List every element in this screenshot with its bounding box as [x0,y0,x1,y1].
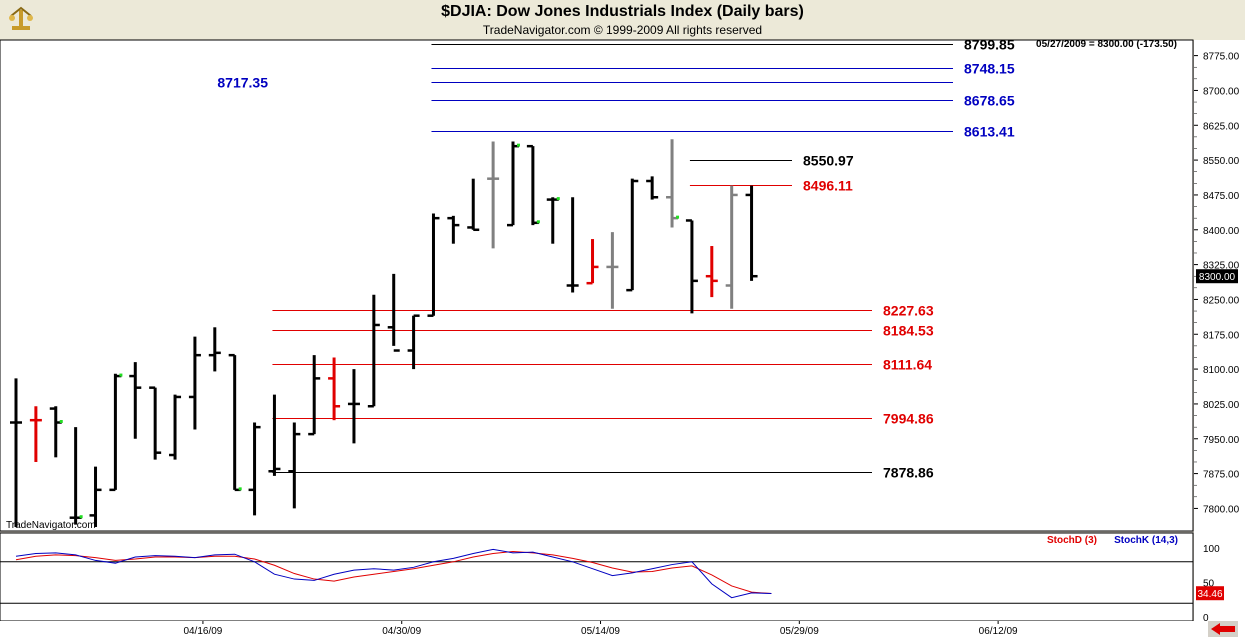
level-label: 8111.64 [883,357,932,373]
date-axis-label: 04/30/09 [382,626,421,637]
price-axis-label: 8550.00 [1203,156,1240,167]
scroll-left-arrow-icon[interactable] [1208,621,1238,637]
trade-navigator-logo-icon[interactable] [6,4,36,34]
price-axis-label: 7950.00 [1203,435,1240,446]
stochastic-legend: StochD (3) [1047,535,1097,546]
stochastic-panel [0,532,1194,622]
price-axis-label: 8700.00 [1203,86,1240,97]
stochastic-last-value: 34.46 [1197,589,1222,600]
price-axis-label: 8475.00 [1203,191,1240,202]
date-axis-label: 05/14/09 [581,626,620,637]
level-label: 8799.85 [964,37,1015,53]
price-axis-label: 8250.00 [1203,295,1240,306]
signal-dot [517,143,520,147]
watermark-text: TradeNavigator.com [6,520,96,531]
date-axis-label: 06/12/09 [979,626,1018,637]
level-label: 8717.35 [217,75,268,91]
price-axis-label: 8100.00 [1203,365,1240,376]
last-price-label: 8300.00 [1199,272,1236,283]
level-label: 8184.53 [883,323,934,339]
signal-dot [536,220,540,224]
level-label: 8613.41 [964,124,1015,140]
stochastic-axis-label: 50 [1203,579,1215,590]
stochastic-last-value-box [1196,586,1224,601]
level-label: 7878.86 [883,465,934,481]
chart-header [0,0,1245,40]
level-label: 8227.63 [883,303,934,319]
signal-dot [119,373,123,377]
level-label: 7994.86 [883,411,934,427]
price-axis-label: 8400.00 [1203,226,1240,237]
signal-dot [238,487,242,491]
level-label: 8496.11 [803,178,853,194]
chart-title: $DJIA: Dow Jones Industrials Index (Dail… [441,3,804,20]
price-axis-panel [1194,40,1245,621]
price-panel [0,39,1194,532]
stoch-d-line [15,550,772,595]
price-axis-label: 8175.00 [1203,330,1240,341]
price-axis-label: 8775.00 [1203,52,1240,63]
price-axis-label: 8325.00 [1203,261,1240,272]
signal-dot [556,197,560,201]
chart-subtitle: TradeNavigator.com © 1999-2009 All right… [482,23,763,37]
stoch-k-line [15,548,772,599]
signal-dot [59,420,63,424]
level-label: 8748.15 [964,61,1015,77]
stochastic-legend: StochK (14,3) [1114,535,1178,546]
price-axis-label: 7875.00 [1203,470,1240,481]
level-label: 8678.65 [964,93,1015,109]
price-axis-label: 8025.00 [1203,400,1240,411]
date-axis-label: 05/29/09 [780,626,819,637]
stochastic-axis-label: 100 [1203,544,1220,555]
level-label: 8550.97 [803,153,854,169]
price-axis-label: 8625.00 [1203,121,1240,132]
price-axis-label: 7800.00 [1203,504,1240,515]
date-axis-label: 04/16/09 [183,626,222,637]
last-price-box [1196,269,1238,284]
signal-dot [79,515,83,519]
date-axis-panel [0,621,1245,640]
signal-dot [676,215,680,219]
quote-readout: 05/27/2009 = 8300.00 (-173.50) [1036,39,1177,50]
stochastic-axis-label: 0 [1203,613,1209,624]
